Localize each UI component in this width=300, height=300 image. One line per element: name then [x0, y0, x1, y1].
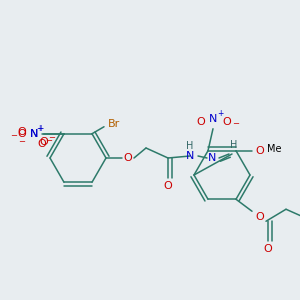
Text: H: H [230, 140, 238, 150]
Text: N: N [186, 151, 194, 161]
Text: −: − [19, 137, 26, 146]
Text: N: N [30, 129, 38, 139]
Text: H: H [186, 141, 194, 151]
Text: −: − [49, 133, 56, 142]
Text: O: O [164, 181, 172, 191]
Text: O: O [264, 244, 272, 254]
Text: O: O [256, 146, 264, 156]
Text: O: O [223, 117, 231, 127]
Text: Br: Br [108, 119, 120, 129]
Text: O: O [18, 127, 26, 137]
Text: +: + [36, 124, 42, 133]
Text: O: O [124, 153, 132, 163]
Text: O: O [196, 117, 206, 127]
Text: N: N [30, 129, 38, 139]
Text: O: O [40, 137, 48, 147]
Text: −: − [46, 136, 52, 145]
Text: +: + [217, 109, 223, 118]
Text: Me: Me [267, 144, 281, 154]
Text: +: + [37, 124, 43, 133]
Text: N: N [209, 114, 217, 124]
Text: −: − [11, 131, 17, 140]
Text: N: N [208, 153, 216, 163]
Text: −: − [232, 119, 239, 128]
Text: O: O [256, 212, 264, 222]
Text: O: O [38, 139, 46, 149]
Text: O: O [18, 129, 26, 139]
